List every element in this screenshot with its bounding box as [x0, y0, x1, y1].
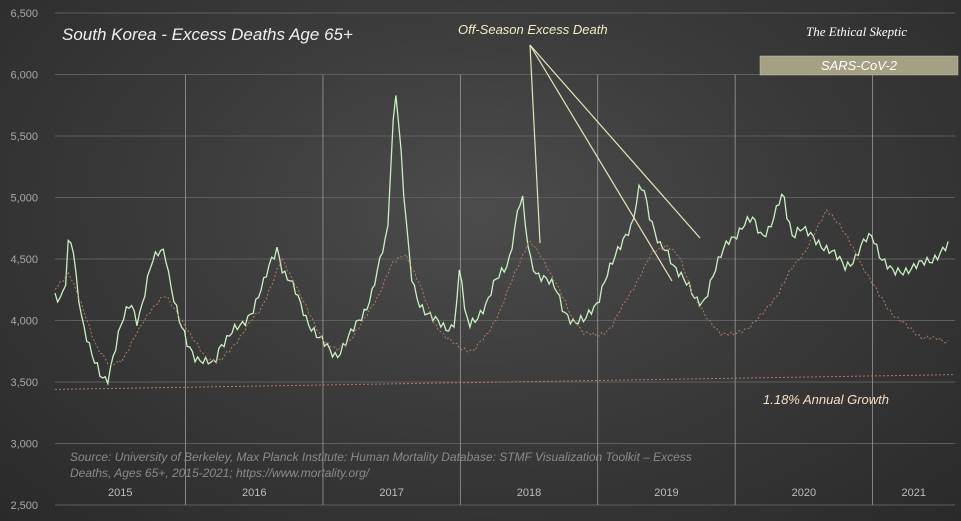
pointer-line: [529, 44, 541, 244]
series-line-observed: [54, 95, 949, 386]
source-line-1: Source: University of Berkeley, Max Plan…: [70, 450, 692, 464]
x-axis-year-labels: 2015 2016 2017 2018 2019 2020 2021: [108, 487, 926, 499]
y-tick-label: 5,000: [10, 193, 38, 205]
y-tick-label: 6,500: [10, 8, 38, 20]
y-tick-label: 4,500: [10, 254, 38, 266]
trend-label: 1.18% Annual Growth: [763, 392, 889, 407]
source-line-2: Deaths, Ages 65+, 2015-2021; https://www…: [70, 466, 371, 480]
x-year-label: 2021: [902, 487, 926, 499]
annotation-label: Off-Season Excess Death: [458, 22, 608, 37]
brand-signature: The Ethical Skeptic: [806, 24, 907, 39]
y-tick-label: 3,500: [10, 377, 38, 389]
chart-grid: [55, 12, 955, 506]
y-tick-label: 3,000: [10, 439, 38, 451]
chart-title: South Korea - Excess Deaths Age 65+: [62, 25, 353, 44]
y-tick-label: 6,000: [10, 70, 38, 82]
x-year-label: 2020: [792, 487, 816, 499]
annotation-pointers: [529, 44, 701, 282]
chart-series: [54, 95, 956, 390]
y-axis-ticks: 2,500 3,000 3,500 4,000 4,500 5,000 5,500 6,000…: [10, 8, 38, 512]
y-tick-label: 2,500: [10, 500, 38, 512]
pointer-line: [529, 44, 673, 282]
x-year-label: 2015: [108, 487, 132, 499]
x-year-label: 2016: [242, 487, 266, 499]
y-tick-label: 4,000: [10, 316, 38, 328]
sars-cov-2-badge: [759, 55, 959, 76]
badge-label: SARS-CoV-2: [821, 58, 898, 73]
y-tick-label: 5,500: [10, 131, 38, 143]
x-year-label: 2018: [517, 487, 541, 499]
x-year-label: 2017: [379, 487, 403, 499]
series-line-baseline: [54, 209, 949, 366]
x-year-label: 2019: [654, 487, 678, 499]
pointer-line: [529, 44, 701, 239]
